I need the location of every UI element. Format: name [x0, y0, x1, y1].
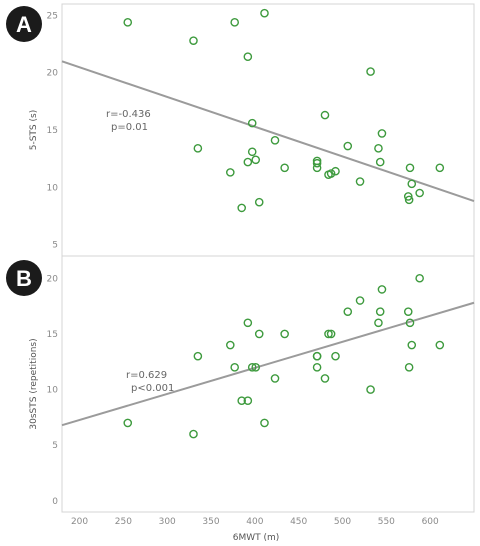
panel-b-x-axis-label: 6MWT (m): [233, 533, 280, 543]
panel-b-y-tick-label: 10: [47, 386, 59, 396]
panel-a-correlation-r: r=-0.436: [106, 109, 151, 120]
panel-a-badge: A: [6, 6, 42, 42]
panel-b-x-tick-label: 300: [159, 517, 176, 527]
panel-b-y-axis-label: 30sSTS (repetitions): [29, 338, 39, 429]
panel-a-y-tick-label: 5: [52, 241, 58, 251]
panel-b-x-ticks: 200 250 300 350 400 450 500 550 600: [71, 517, 439, 527]
panel-b-y-tick-label: 0: [52, 497, 58, 507]
panel-b-x-tick-label: 350: [202, 517, 219, 527]
panel-a-y-tick-label: 20: [47, 69, 59, 79]
panel-b-x-tick-label: 550: [378, 517, 395, 527]
panel-a-label: A: [16, 12, 32, 37]
panel-b-correlation-p: p<0.001: [131, 383, 174, 394]
panel-b-label: B: [16, 266, 32, 291]
panel-a-y-tick-label: 10: [47, 183, 59, 193]
panel-a-correlation-p: p=0.01: [111, 122, 148, 133]
panel-a-y-tick-label: 25: [47, 11, 58, 21]
panel-b-y-tick-label: 15: [47, 330, 58, 340]
panel-b-badge: B: [6, 260, 42, 296]
panel-b-y-tick-label: 20: [47, 274, 59, 284]
panel-b-y-tick-label: 5: [52, 441, 58, 451]
panel-b-x-tick-label: 200: [71, 517, 88, 527]
panel-b-x-tick-label: 500: [334, 517, 351, 527]
panel-b-x-tick-label: 450: [290, 517, 307, 527]
panel-b-x-tick-label: 400: [246, 517, 263, 527]
panel-a-y-tick-label: 15: [47, 126, 58, 136]
panel-a-y-axis-label: 5-STS (s): [29, 110, 39, 150]
panel-b-x-tick-label: 250: [115, 517, 132, 527]
panel-b-x-tick-label: 600: [422, 517, 439, 527]
panel-b-correlation-r: r=0.629: [126, 370, 167, 381]
